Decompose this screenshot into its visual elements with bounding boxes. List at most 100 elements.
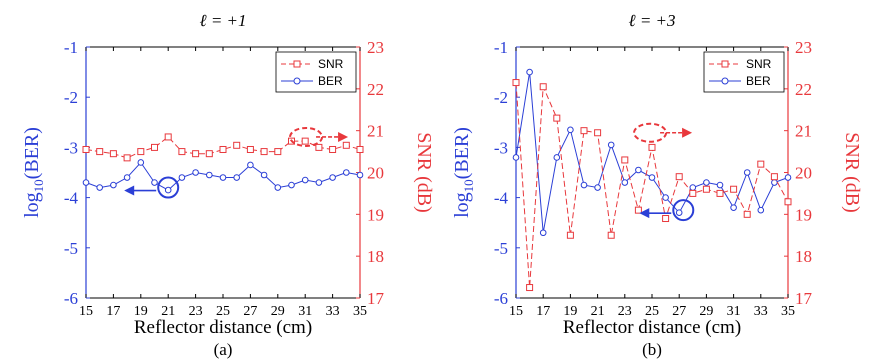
ber-point bbox=[743, 169, 751, 176]
x-tick-label: 21 bbox=[591, 304, 605, 319]
left-y-tick-label: -6 bbox=[64, 289, 78, 308]
ber-point bbox=[151, 179, 158, 186]
ber-axis-circle-annotation bbox=[157, 176, 180, 199]
x-tick-label: 15 bbox=[79, 304, 93, 319]
snr-point bbox=[192, 150, 200, 158]
ber-point bbox=[206, 171, 213, 179]
snr-point bbox=[594, 129, 602, 137]
snr-point bbox=[662, 215, 670, 223]
ber-arrowhead-icon bbox=[124, 185, 135, 196]
ber-point bbox=[675, 209, 683, 216]
ber-point bbox=[648, 174, 656, 181]
snr-point bbox=[164, 133, 172, 141]
left-y-label-sub: 10 bbox=[31, 179, 46, 192]
legend-ber-marker bbox=[721, 77, 729, 85]
right-y-tick-label: 17 bbox=[367, 289, 385, 308]
panel-b: ℓ = +3 15 17 19 21 23 25 27 29 31 33 35 -1 -2 -3 -4 -5 -6… bbox=[451, 11, 863, 359]
legend-ber-label: BER bbox=[746, 74, 771, 88]
left-y-tick-label: -1 bbox=[494, 38, 508, 57]
ber-point bbox=[260, 171, 268, 179]
right-y-axis-label: SNR (dB) bbox=[413, 132, 435, 213]
x-tick-label: 23 bbox=[189, 304, 203, 319]
snr-point bbox=[109, 150, 117, 158]
snr-point bbox=[580, 127, 588, 135]
legend-snr-marker bbox=[721, 60, 729, 68]
legend-box bbox=[703, 51, 785, 93]
left-y-label-suffix: (BER) bbox=[21, 127, 43, 179]
snr-point bbox=[205, 150, 213, 158]
x-tick-label: 31 bbox=[298, 304, 312, 319]
right-y-tick-label: 20 bbox=[795, 164, 812, 183]
ber-point bbox=[137, 159, 145, 166]
left-y-tick-label: -3 bbox=[64, 138, 78, 157]
ber-point bbox=[716, 181, 724, 189]
ber-point bbox=[288, 181, 295, 189]
ber-line bbox=[515, 72, 789, 233]
snr-line bbox=[515, 82, 789, 288]
ber-point bbox=[329, 174, 336, 181]
x-axis-label: Reflector distance (cm) bbox=[134, 317, 312, 338]
left-y-label-sub: 10 bbox=[461, 179, 476, 192]
ber-point bbox=[662, 194, 669, 201]
left-y-tick-label: -2 bbox=[494, 88, 508, 107]
ber-arrowhead-icon bbox=[639, 208, 650, 219]
ber-point bbox=[110, 181, 117, 189]
x-tick-label: 29 bbox=[271, 304, 285, 319]
ber-series bbox=[82, 159, 364, 194]
x-tick-label: 17 bbox=[106, 304, 120, 319]
snr-point bbox=[246, 145, 254, 153]
left-y-axis-label: log10(BER) bbox=[451, 127, 476, 218]
x-tick-label: 31 bbox=[727, 304, 741, 319]
right-y-axis-label: SNR (dB) bbox=[841, 132, 863, 213]
legend-ber-label: BER bbox=[318, 74, 343, 88]
chart-title: ℓ = +3 bbox=[628, 11, 675, 30]
x-tick-label: 21 bbox=[161, 304, 175, 319]
ber-point bbox=[178, 174, 186, 181]
snr-point bbox=[634, 206, 642, 214]
legend: SNR BER bbox=[703, 51, 785, 93]
ber-point bbox=[82, 179, 90, 186]
snr-point bbox=[315, 143, 323, 151]
ber-point bbox=[594, 184, 601, 191]
ber-point bbox=[219, 174, 227, 181]
panel-a: ℓ = +1 15 17 19 21 23 25 27 29 31 33 35 -1 -2 -3 -4 -5 -6… bbox=[21, 11, 435, 359]
snr-point bbox=[356, 145, 364, 153]
chart-title: ℓ = +1 bbox=[199, 11, 246, 30]
ber-axis-circle-annotation bbox=[672, 199, 695, 222]
snr-point bbox=[621, 156, 629, 164]
snr-point bbox=[648, 143, 656, 151]
snr-point bbox=[274, 148, 282, 156]
ber-point bbox=[689, 184, 697, 191]
right-y-tick-label: 18 bbox=[367, 247, 384, 266]
ber-point bbox=[356, 171, 364, 179]
ber-point bbox=[343, 169, 350, 176]
left-y-tick-label: -6 bbox=[494, 289, 508, 308]
snr-point bbox=[342, 141, 350, 149]
right-y-tick-label: 17 bbox=[795, 289, 813, 308]
legend-snr-label: SNR bbox=[318, 57, 344, 71]
left-y-tick-label: -4 bbox=[64, 189, 79, 208]
snr-arrowhead-icon bbox=[682, 127, 693, 138]
x-tick-label: 33 bbox=[754, 304, 768, 319]
snr-point bbox=[566, 231, 574, 239]
right-y-tick-label: 18 bbox=[795, 247, 812, 266]
ber-point bbox=[526, 68, 533, 76]
ber-point bbox=[539, 229, 547, 237]
ber-point bbox=[247, 161, 254, 169]
x-tick-label: 35 bbox=[781, 304, 795, 319]
x-tick-label: 17 bbox=[536, 304, 550, 319]
x-tick-label: 27 bbox=[243, 304, 257, 319]
ber-point bbox=[580, 181, 588, 189]
left-y-label-prefix: log bbox=[451, 192, 473, 218]
ber-series bbox=[512, 68, 792, 237]
ber-point bbox=[621, 179, 629, 186]
left-y-tick-label: -1 bbox=[64, 38, 78, 57]
x-axis-label: Reflector distance (cm) bbox=[563, 317, 741, 338]
ber-point bbox=[512, 154, 520, 161]
snr-point bbox=[178, 148, 186, 156]
snr-point bbox=[716, 189, 724, 197]
ber-point bbox=[164, 186, 172, 194]
x-tick-label: 33 bbox=[326, 304, 340, 319]
right-y-tick-label: 19 bbox=[367, 205, 384, 224]
